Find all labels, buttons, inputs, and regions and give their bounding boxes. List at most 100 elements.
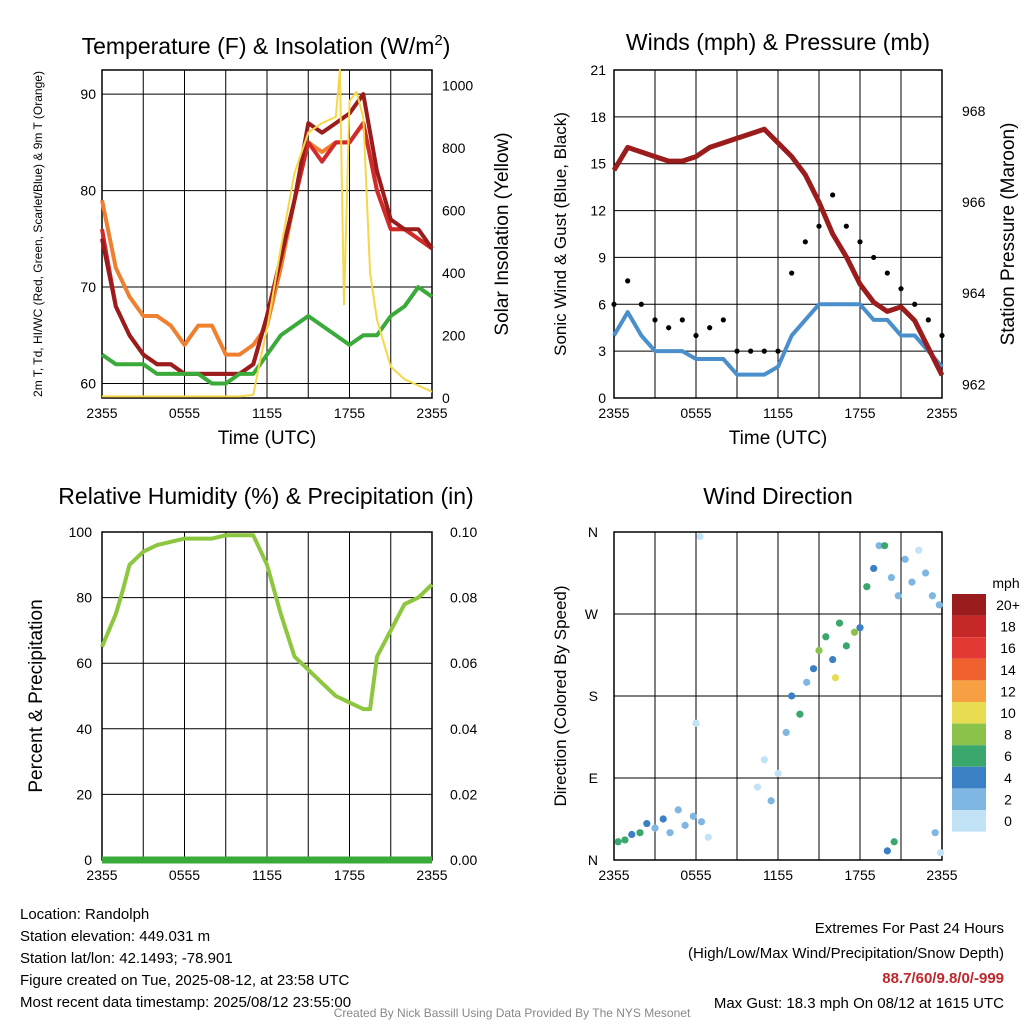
colorbar-label: 14	[1000, 662, 1016, 678]
direction-point	[883, 847, 891, 855]
direction-point	[901, 555, 909, 563]
elevation-text: Station elevation: 449.031 m	[20, 928, 211, 945]
y-axis-label: Sonic Wind & Gust (Blue, Black)	[551, 112, 570, 356]
y-tick-label: 12	[590, 203, 606, 219]
y-tick-label: 40	[76, 721, 92, 737]
x-tick-label: 0555	[680, 405, 711, 421]
gust-point	[816, 223, 822, 229]
direction-point	[621, 836, 629, 844]
y2-tick-label: 800	[442, 140, 466, 156]
y-tick-label: 90	[80, 86, 96, 102]
max-gust-text: Max Gust: 18.3 mph On 08/12 at 1615 UTC	[713, 995, 1004, 1012]
x-tick-label: 2355	[86, 405, 117, 421]
direction-point	[835, 619, 844, 627]
direction-point	[767, 797, 775, 805]
x-axis-label: Time (UTC)	[218, 428, 317, 449]
series-line	[100, 285, 434, 386]
direction-point	[842, 642, 850, 650]
direction-point	[782, 728, 790, 737]
colorbar-swatch	[952, 615, 986, 638]
recent-text: Most recent data timestamp: 2025/08/12 2…	[20, 994, 352, 1011]
y2-tick-label: 1000	[442, 78, 473, 94]
gust-point	[871, 254, 877, 261]
direction-point	[937, 849, 945, 857]
y-axis-label: Percent & Precipitation	[26, 599, 47, 792]
direction-point	[829, 655, 837, 664]
y2-axis-label: Station Pressure (Maroon)	[998, 123, 1019, 346]
direction-point	[803, 678, 811, 686]
direction-point	[922, 569, 930, 577]
direction-point	[822, 633, 830, 641]
y2-tick-label: 600	[442, 203, 466, 219]
y-tick-label: 80	[80, 183, 96, 199]
latlon-text: Station lat/lon: 42.1493; -78.901	[20, 950, 233, 967]
x-tick-label: 2355	[926, 405, 957, 421]
x-tick-label: 1155	[763, 867, 793, 883]
y-tick-label: 0	[84, 852, 92, 868]
credit-text: Created By Nick Bassill Using Data Provi…	[333, 1006, 691, 1020]
y2-tick-label: 0.04	[450, 721, 477, 737]
colorbar-label: 6	[1004, 748, 1012, 764]
direction-point	[614, 838, 622, 846]
gust-point	[925, 317, 931, 323]
y2-tick-label: 0.00	[450, 852, 477, 868]
location-text: Location: Randolph	[20, 906, 150, 923]
direction-point	[908, 578, 916, 586]
direction-point	[915, 546, 923, 554]
direction-point	[643, 819, 651, 828]
y-tick-label: 70	[80, 279, 96, 295]
y2-tick-label: 0.02	[450, 786, 477, 802]
y2-tick-label: 0.10	[450, 524, 477, 540]
x-tick-label: 0555	[680, 867, 711, 883]
y-tick-label: 60	[76, 655, 92, 671]
extremes-title: Extremes For Past 24 Hours	[814, 920, 1004, 937]
direction-point	[863, 583, 871, 591]
direction-point	[689, 812, 697, 820]
wind-direction-panel: Wind Direction 2355 0555 1155 1755 2355NESWN…	[551, 483, 1020, 883]
direction-point	[894, 592, 902, 600]
x-tick-label: 1155	[252, 867, 282, 883]
gust-point	[679, 317, 685, 323]
y2-tick-label: 966	[962, 194, 986, 210]
y-tick-label: N	[588, 524, 598, 540]
colorbar-swatch	[952, 745, 986, 767]
humidity-panel: Relative Humidity (%) & Precipitation (i…	[26, 483, 477, 883]
pressure-line	[611, 126, 945, 377]
colorbar-swatch	[952, 766, 986, 789]
direction-point	[704, 833, 712, 841]
direction-point	[931, 829, 939, 837]
wind-direction-title: Wind Direction	[703, 483, 853, 509]
direction-point	[815, 646, 823, 655]
series-line	[100, 92, 434, 376]
x-tick-label: 1755	[844, 405, 875, 421]
humidity-line	[100, 533, 434, 712]
direction-point	[870, 564, 878, 573]
direction-point	[875, 542, 883, 550]
gust-point	[707, 325, 713, 331]
gust-point	[625, 278, 631, 284]
direction-point	[692, 719, 700, 727]
direction-point	[666, 829, 674, 837]
extremes-info: Extremes For Past 24 Hours (High/Low/Max…	[688, 916, 1004, 1016]
x-tick-label: 2355	[598, 867, 629, 883]
y2-tick-label: 968	[962, 103, 986, 119]
winds-panel: Winds (mph) & Pressure (mb) 2355 0555 1155…	[551, 29, 1019, 449]
y-tick-label: S	[589, 688, 598, 704]
y-tick-label: 18	[590, 109, 606, 125]
temp-title: Temperature (F) & Insolation (W/m2)	[82, 32, 451, 59]
x-tick-label: 0555	[169, 405, 200, 421]
x-tick-label: 1155	[252, 405, 282, 421]
y2-tick-label: 400	[442, 265, 466, 281]
y-tick-label: 9	[598, 249, 606, 265]
y2-tick-label: 200	[442, 328, 466, 344]
colorbar-label: 18	[1000, 619, 1016, 635]
colorbar-label: 20+	[996, 597, 1020, 613]
colorbar-label: 4	[1004, 770, 1012, 786]
x-tick-label: 2355	[416, 405, 447, 421]
gust-point	[857, 239, 863, 245]
x-tick-label: 1755	[334, 405, 365, 421]
x-tick-label: 1155	[763, 405, 793, 421]
direction-point	[788, 692, 796, 700]
y-tick-label: 6	[598, 296, 606, 312]
